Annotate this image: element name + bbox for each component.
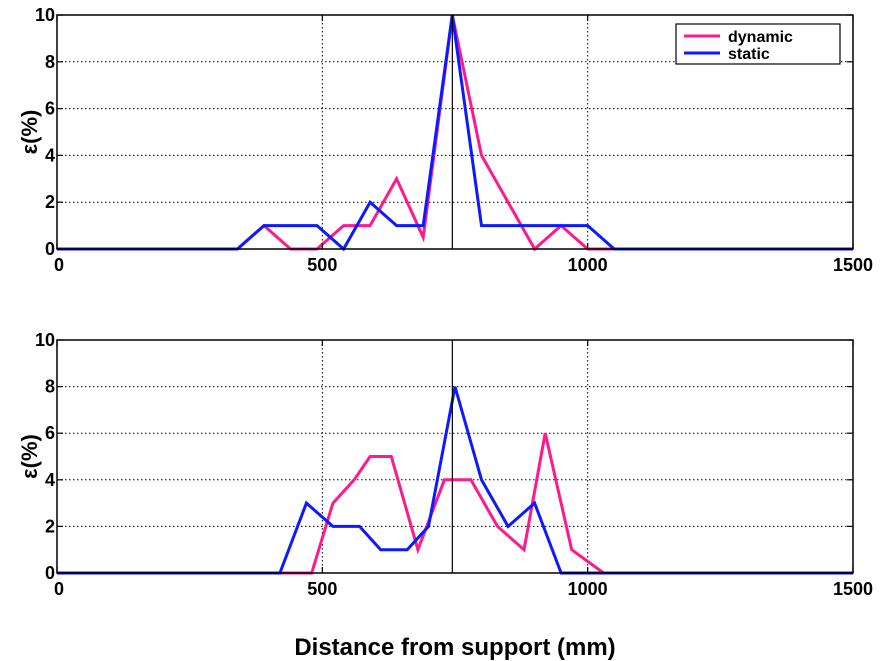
- series-line-static: [57, 386, 853, 575]
- plot-frame: [56, 339, 854, 574]
- x-tick-label: 0: [54, 579, 64, 599]
- x-axis-label: Distance from support (mm): [294, 634, 615, 661]
- series-line-dynamic: [57, 432, 853, 575]
- y-tick-label: 0: [45, 239, 55, 259]
- x-tick-label: 1500: [833, 579, 873, 599]
- y-tick-label: 6: [45, 423, 55, 443]
- y-tick-label: 2: [45, 192, 55, 212]
- x-tick-label: 500: [307, 579, 337, 599]
- y-tick-label: 10: [35, 5, 55, 25]
- y-tick-label: 10: [35, 330, 55, 350]
- y-tick-label: 0: [45, 563, 55, 583]
- legend-label-static: static: [728, 46, 770, 63]
- y-tick-label: 8: [45, 377, 55, 397]
- y-tick-label: 4: [45, 145, 55, 165]
- y-axis-label: ε(%): [17, 434, 42, 479]
- x-tick-label: 1000: [568, 255, 608, 275]
- x-tick-label: 500: [307, 255, 337, 275]
- bottom-panel: 0 500 1000 1500 0 2 4 6 8 10 ε(%) Distance from sup…: [17, 330, 873, 661]
- y-tick-label: 8: [45, 52, 55, 72]
- x-tick-label: 0: [54, 255, 64, 275]
- series-line-static: [57, 14, 853, 252]
- y-tick-label: 6: [45, 99, 55, 119]
- y-tick-label: 2: [45, 516, 55, 536]
- series-line-dynamic: [57, 14, 853, 252]
- plot-frame: [56, 14, 854, 250]
- legend-label-dynamic: dynamic: [728, 29, 793, 46]
- x-tick-label: 1000: [568, 579, 608, 599]
- legend-box: [675, 23, 841, 65]
- x-tick-label: 1500: [833, 255, 873, 275]
- y-axis-label: ε(%): [17, 110, 42, 155]
- y-tick-label: 4: [45, 470, 55, 490]
